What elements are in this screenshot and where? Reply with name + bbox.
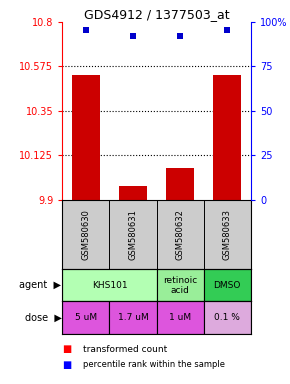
Text: ■: ■ xyxy=(62,344,72,354)
Text: dose  ▶: dose ▶ xyxy=(25,313,61,323)
Text: ■: ■ xyxy=(62,360,72,370)
Text: retinoic
acid: retinoic acid xyxy=(163,275,197,295)
Bar xyxy=(204,269,251,301)
Text: GSM580631: GSM580631 xyxy=(128,209,137,260)
Bar xyxy=(62,301,110,334)
Text: 5 uM: 5 uM xyxy=(75,313,97,322)
Bar xyxy=(72,75,100,200)
Bar xyxy=(213,75,241,200)
Text: GSM580633: GSM580633 xyxy=(223,209,232,260)
Text: percentile rank within the sample: percentile rank within the sample xyxy=(83,360,225,369)
Text: GSM580632: GSM580632 xyxy=(176,209,185,260)
Bar xyxy=(119,186,147,200)
Text: 1 uM: 1 uM xyxy=(169,313,191,322)
Text: DMSO: DMSO xyxy=(214,281,241,290)
Bar xyxy=(166,168,194,200)
Bar xyxy=(157,269,204,301)
Text: transformed count: transformed count xyxy=(83,345,167,354)
Bar xyxy=(110,301,157,334)
Text: agent  ▶: agent ▶ xyxy=(19,280,61,290)
Text: GSM580630: GSM580630 xyxy=(81,209,90,260)
Bar xyxy=(157,301,204,334)
Bar xyxy=(204,301,251,334)
Bar xyxy=(62,269,157,301)
Text: KHS101: KHS101 xyxy=(92,281,127,290)
Text: 0.1 %: 0.1 % xyxy=(214,313,240,322)
Text: 1.7 uM: 1.7 uM xyxy=(118,313,148,322)
Title: GDS4912 / 1377503_at: GDS4912 / 1377503_at xyxy=(84,8,229,21)
